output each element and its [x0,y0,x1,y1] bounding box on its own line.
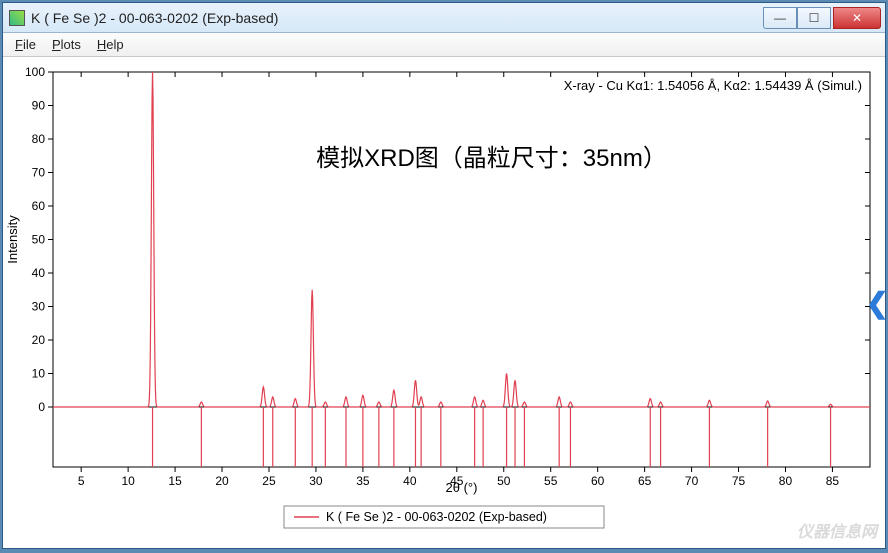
svg-text:70: 70 [32,166,46,180]
menubar: File Plots Help [3,33,885,57]
svg-text:55: 55 [544,474,558,488]
app-window: K ( Fe Se )2 - 00-063-0202 (Exp-based) —… [2,2,886,549]
maximize-button[interactable]: ☐ [797,7,831,29]
xrd-chart: 0102030405060708090100510152025303540455… [3,57,885,548]
svg-text:5: 5 [78,474,85,488]
svg-text:30: 30 [309,474,323,488]
svg-text:25: 25 [262,474,276,488]
svg-text:35: 35 [356,474,370,488]
expand-arrow-icon[interactable]: ❮ [866,286,888,319]
svg-text:100: 100 [25,65,45,79]
svg-text:85: 85 [826,474,840,488]
svg-text:K ( Fe Se )2 - 00-063-0202 (Ex: K ( Fe Se )2 - 00-063-0202 (Exp-based) [326,510,547,524]
titlebar: K ( Fe Se )2 - 00-063-0202 (Exp-based) —… [3,3,885,33]
svg-text:40: 40 [403,474,417,488]
svg-text:X-ray - Cu Kα1: 1.54056 Å, Kα2: X-ray - Cu Kα1: 1.54056 Å, Kα2: 1.54439 … [564,78,862,93]
window-controls: — ☐ ✕ [763,7,881,29]
svg-text:30: 30 [32,300,46,314]
svg-text:模拟XRD图（晶粒尺寸：35nm）: 模拟XRD图（晶粒尺寸：35nm） [316,145,667,172]
svg-text:20: 20 [215,474,229,488]
menu-plots[interactable]: Plots [44,35,89,54]
svg-text:40: 40 [32,266,46,280]
svg-text:Intensity: Intensity [5,215,20,264]
svg-text:50: 50 [497,474,511,488]
svg-text:10: 10 [32,367,46,381]
svg-text:60: 60 [591,474,605,488]
svg-text:15: 15 [168,474,182,488]
svg-text:20: 20 [32,333,46,347]
plot-area: 0102030405060708090100510152025303540455… [3,57,885,548]
svg-text:70: 70 [685,474,699,488]
svg-text:90: 90 [32,99,46,113]
svg-text:60: 60 [32,199,46,213]
svg-text:80: 80 [32,132,46,146]
svg-text:80: 80 [779,474,793,488]
minimize-button[interactable]: — [763,7,797,29]
menu-help[interactable]: Help [89,35,132,54]
close-button[interactable]: ✕ [833,7,881,29]
app-icon [9,10,25,26]
svg-text:50: 50 [32,233,46,247]
svg-text:10: 10 [121,474,135,488]
svg-text:65: 65 [638,474,652,488]
menu-file[interactable]: File [7,35,44,54]
window-title: K ( Fe Se )2 - 00-063-0202 (Exp-based) [31,10,763,26]
svg-text:2θ (°): 2θ (°) [446,480,478,495]
svg-text:0: 0 [38,400,45,414]
svg-text:75: 75 [732,474,746,488]
